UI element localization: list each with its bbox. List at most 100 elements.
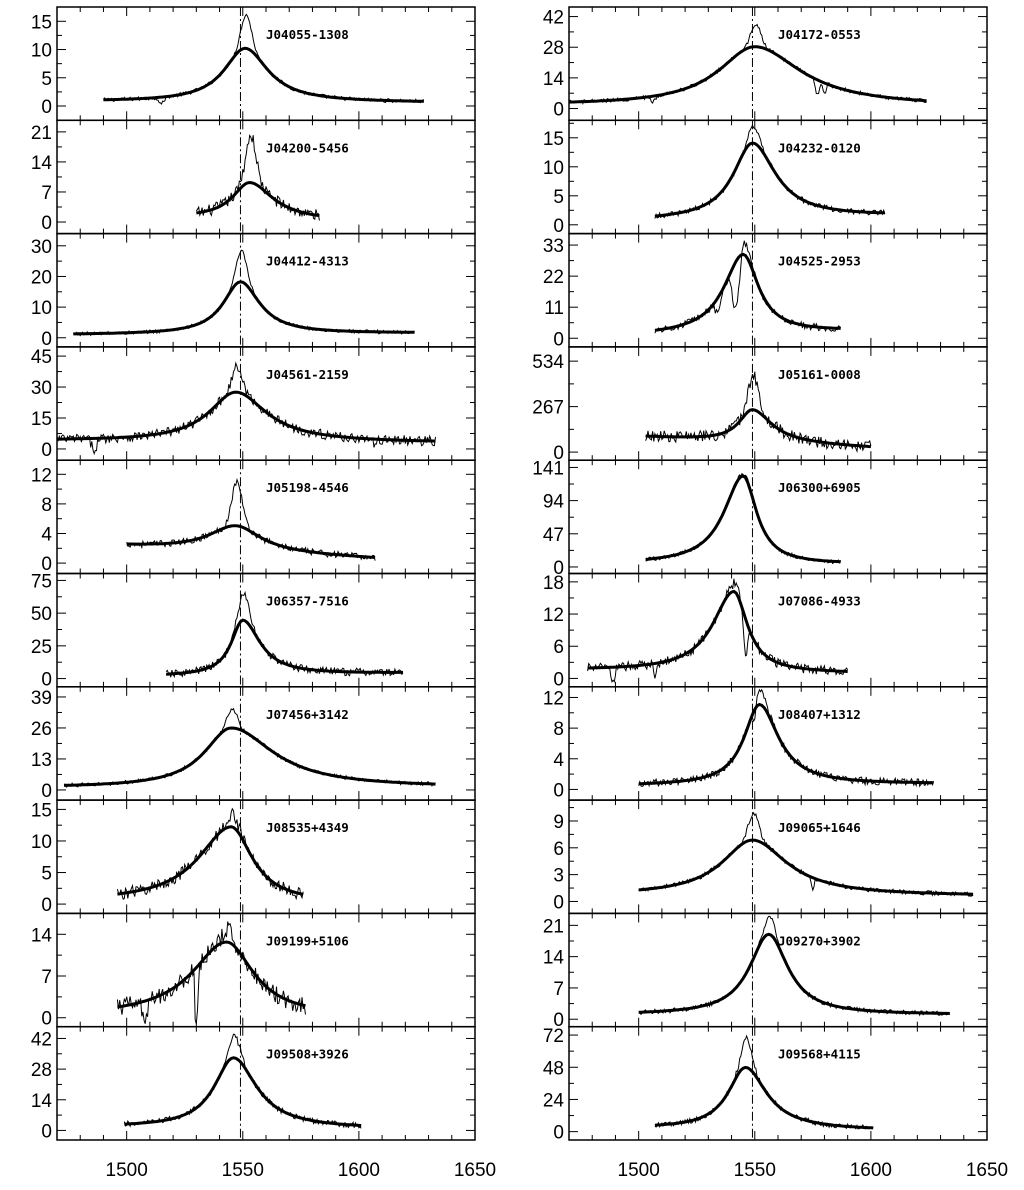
y-tick-label: 0	[553, 558, 564, 579]
x-tick-label: 1550	[222, 1160, 264, 1181]
y-tick-label: 30	[31, 378, 52, 399]
y-tick-label: 6	[553, 637, 564, 658]
panel-j04055-1308: 0 5 10 15 J04055-1308	[31, 6, 476, 122]
panel-frame	[56, 459, 476, 575]
y-tick-label: 0	[553, 892, 564, 913]
x-tick-label: 1600	[338, 1160, 380, 1181]
fit-line	[654, 141, 885, 218]
object-label: J09270+3902	[778, 933, 861, 948]
y-tick-label: 0	[553, 100, 564, 121]
y-tick-label: 30	[31, 237, 52, 258]
object-label: J09065+1646	[778, 820, 861, 835]
panel-j08407+1312: 0 4 8 12 J08407+1312	[543, 686, 988, 801]
panel-frame	[568, 572, 988, 688]
y-tick-label: 10	[31, 832, 52, 853]
y-tick-label: 20	[31, 267, 52, 288]
y-tick-label: 11	[544, 298, 564, 319]
panel-frame	[568, 459, 988, 575]
y-tick-label: 15	[543, 129, 564, 150]
y-tick-label: 72	[543, 1026, 564, 1047]
fit-line	[568, 45, 927, 104]
y-tick-label: 0	[553, 443, 564, 464]
y-tick-label: 0	[41, 554, 52, 575]
y-tick-label: 12	[31, 465, 52, 486]
y-tick-label: 0	[553, 329, 564, 350]
spectrum-line	[654, 123, 886, 219]
y-tick-label: 10	[543, 158, 564, 179]
spectrum-line	[568, 23, 927, 106]
y-tick-label: 267	[532, 398, 564, 419]
y-tick-label: 14	[31, 925, 53, 946]
fit-line	[117, 825, 304, 896]
object-label: J04172-0553	[778, 27, 861, 42]
y-tick-label: 0	[41, 329, 52, 350]
panel-j06300+6905: 0 47 94 141 J06300+6905	[532, 458, 988, 579]
y-tick-label: 5	[553, 187, 564, 208]
y-tick-label: 5	[41, 69, 52, 90]
fit-line	[126, 524, 376, 559]
y-tick-label: 141	[532, 458, 564, 479]
y-tick-label: 0	[41, 213, 52, 234]
y-tick-label: 534	[532, 352, 564, 373]
y-tick-label: 4	[41, 525, 52, 546]
fit-line	[645, 408, 871, 449]
y-tick-label: 9	[553, 812, 564, 833]
object-label: J04561-2159	[266, 367, 349, 382]
y-tick-label: 33	[543, 236, 564, 257]
panel-j05198-4546: 0 4 8 12 J05198-4546	[31, 459, 476, 575]
panel-frame	[56, 572, 476, 688]
y-tick-label: 0	[553, 1123, 564, 1144]
object-label: J04525-2953	[778, 254, 861, 269]
spectrum-line	[638, 688, 935, 788]
spectrum-line	[638, 915, 951, 1017]
panel-j09568+4115: 0 24 48 72 J09568+4115	[543, 1025, 988, 1144]
x-tick-label: 1650	[454, 1160, 496, 1181]
y-tick-label: 14	[543, 69, 565, 90]
y-tick-label: 94	[543, 492, 565, 513]
fit-line	[645, 474, 841, 564]
y-tick-label: 0	[41, 1009, 52, 1030]
panel-j06357-7516: 0 25 50 75 J06357-7516	[31, 571, 476, 691]
y-tick-label: 6	[553, 839, 564, 860]
y-tick-label: 7	[553, 979, 564, 1000]
y-tick-label: 14	[31, 1091, 53, 1112]
object-label: J05161-0008	[778, 367, 861, 382]
y-tick-label: 7	[41, 183, 52, 204]
y-tick-label: 0	[41, 895, 52, 916]
panel-frame	[568, 1025, 988, 1141]
panel-frame	[56, 912, 476, 1028]
panel-j07086-4933: 0 6 12 18 J07086-4933	[543, 572, 988, 690]
object-label: J08535+4349	[266, 820, 349, 835]
panel-frame	[56, 6, 476, 122]
panel-j04525-2953: 0 11 22 33 J04525-2953	[543, 232, 988, 350]
spectrum-line	[103, 13, 425, 106]
y-tick-label: 75	[31, 571, 52, 592]
panel-j08535+4349: 0 5 10 15 J08535+4349	[31, 799, 476, 916]
y-tick-label: 14	[31, 153, 53, 174]
fit-line	[63, 726, 436, 787]
panel-j09199+5106: 0 7 14 J09199+5106	[31, 912, 476, 1030]
object-label: J04200-5456	[266, 140, 349, 155]
panel-j05161-0008: 0 267 534 J05161-0008	[532, 346, 988, 464]
y-tick-label: 4	[553, 750, 564, 771]
y-tick-label: 10	[31, 298, 52, 319]
y-tick-label: 10	[31, 41, 52, 62]
y-tick-label: 47	[543, 525, 564, 546]
object-label: J09568+4115	[778, 1047, 861, 1062]
fit-line	[654, 252, 841, 332]
panel-j09270+3902: 0 7 14 21 J09270+3902	[543, 912, 988, 1031]
x-tick-label: 1550	[734, 1160, 776, 1181]
y-tick-label: 0	[553, 780, 564, 801]
y-tick-label: 0	[41, 440, 52, 461]
y-tick-label: 18	[543, 573, 564, 594]
y-tick-label: 42	[543, 8, 564, 29]
y-tick-label: 0	[41, 781, 52, 802]
y-tick-label: 15	[31, 12, 52, 33]
panel-frame	[56, 232, 476, 348]
object-label: J04232-0120	[778, 140, 861, 155]
object-label: J06300+6905	[778, 480, 861, 495]
x-tick-label: 1600	[850, 1160, 892, 1181]
panel-j04172-0553: 0 14 28 42 J04172-0553	[543, 6, 988, 122]
fit-line	[124, 1056, 362, 1127]
